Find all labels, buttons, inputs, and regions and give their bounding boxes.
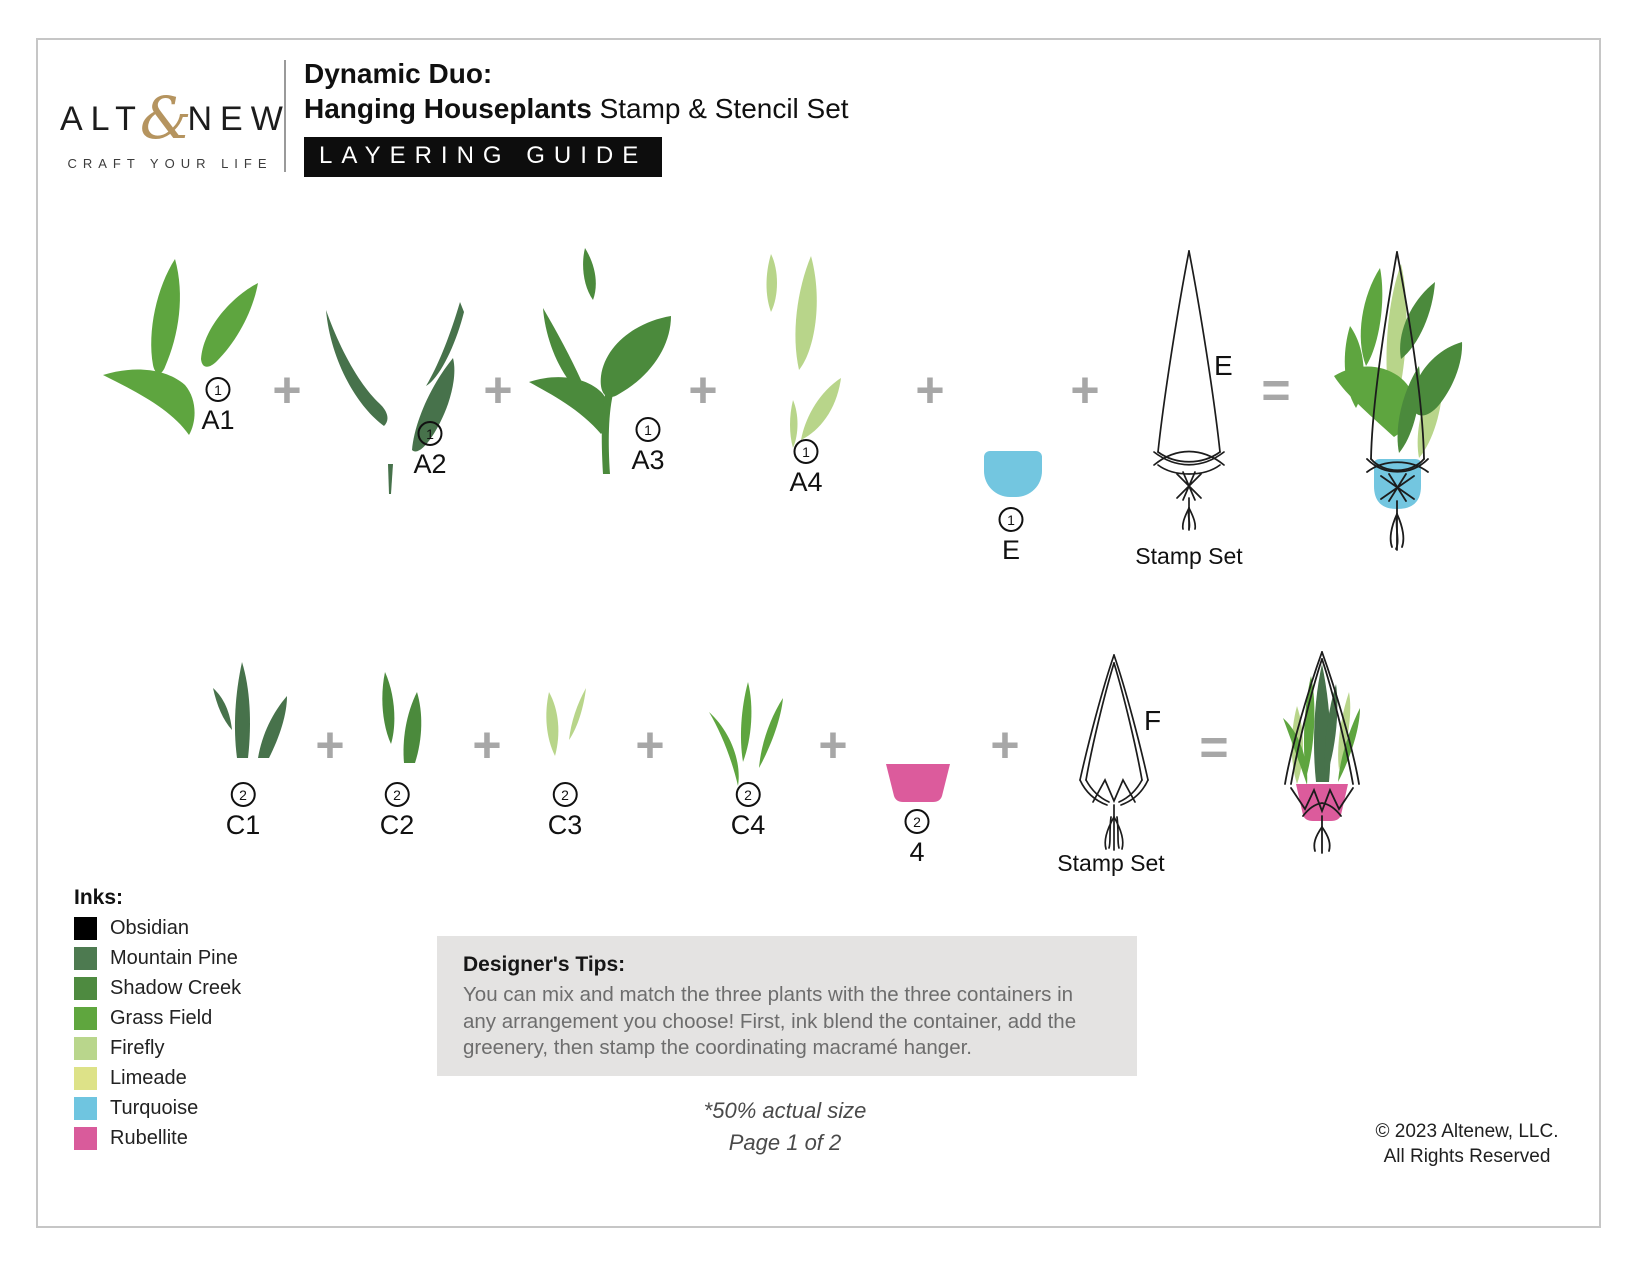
- ink-item-turquoise: Turquoise: [74, 1097, 241, 1120]
- ink-swatch-rubellite: [74, 1127, 97, 1150]
- copyright: © 2023 Altenew, LLC. All Rights Reserved: [1352, 1120, 1582, 1169]
- plus-operator: +: [472, 717, 502, 773]
- step-number-badge: 1: [635, 417, 661, 442]
- plus-operator: +: [315, 717, 345, 773]
- inks-legend: Inks: Obsidian Mountain Pine Shadow Cree…: [74, 886, 241, 1157]
- step-number-badge: 2: [904, 809, 930, 834]
- title-block: Dynamic Duo: Hanging Houseplants Stamp &…: [304, 56, 849, 177]
- copyright-line1: © 2023 Altenew, LLC.: [1375, 1121, 1559, 1142]
- tips-body: You can mix and match the three plants w…: [463, 983, 1077, 1060]
- hanger-letter-e: E: [1214, 350, 1233, 381]
- step-label-a1: 1 A1: [201, 377, 235, 436]
- step-number-badge: 1: [793, 439, 819, 464]
- a4-leaves-art: [766, 254, 841, 448]
- a2-leaves-art: [326, 302, 464, 494]
- ink-swatch-mountain-pine: [74, 947, 97, 970]
- ink-item-firefly: Firefly: [74, 1037, 241, 1060]
- designers-tips-box: Designer's Tips: You can mix and match t…: [437, 936, 1137, 1076]
- a3-leaves-art: [529, 248, 671, 474]
- step-label-c2: 2 C2: [380, 782, 414, 841]
- step-number-badge: 2: [384, 782, 410, 807]
- inks-legend-title: Inks:: [74, 886, 124, 909]
- page-number: Page 1 of 2: [728, 1130, 842, 1155]
- ink-swatch-firefly: [74, 1037, 97, 1060]
- macrame-hanger-f-art: [1079, 654, 1149, 851]
- step-label-4: 2 4: [904, 809, 930, 868]
- plus-operator: +: [483, 362, 513, 418]
- step-number-badge: 2: [735, 782, 761, 807]
- ink-swatch-limeade: [74, 1067, 97, 1090]
- c3-blades-art: [546, 688, 586, 756]
- plus-operator: +: [915, 362, 945, 418]
- tips-title: Designer's Tips:: [463, 953, 626, 976]
- layering-guide-badge: LAYERING GUIDE: [304, 137, 663, 177]
- logo-text-right: NEW: [187, 100, 291, 138]
- title-set-name: Hanging Houseplants: [304, 93, 592, 124]
- ink-item-limeade: Limeade: [74, 1067, 241, 1090]
- c1-blades-art: [213, 662, 287, 758]
- pot-e-art: [984, 451, 1042, 497]
- plus-operator: +: [818, 717, 848, 773]
- ink-swatch-shadow-creek: [74, 977, 97, 1000]
- step-label-c3: 2 C3: [548, 782, 582, 841]
- hanger-letter-f: F: [1144, 705, 1162, 736]
- logo-text-left: ALT: [60, 100, 144, 138]
- ink-item-shadow-creek: Shadow Creek: [74, 977, 241, 1000]
- stamp-set-label: Stamp Set: [1135, 543, 1243, 569]
- ink-swatch-obsidian: [74, 917, 97, 940]
- title-set-type: Stamp & Stencil Set: [591, 93, 849, 124]
- pot-f-art: [886, 764, 950, 802]
- step-label-a3: 1 A3: [631, 417, 665, 476]
- plus-operator: +: [990, 717, 1020, 773]
- step-label-c1: 2 C1: [226, 782, 260, 841]
- altenew-logo: ALT&NEW CRAFT YOUR LIFE: [60, 76, 283, 171]
- scale-note: *50% actual size: [703, 1098, 867, 1123]
- title-line2: Hanging Houseplants Stamp & Stencil Set: [304, 91, 849, 126]
- logo-tagline: CRAFT YOUR LIFE: [67, 156, 273, 171]
- ink-item-mountain-pine: Mountain Pine: [74, 947, 241, 970]
- header-divider: [284, 60, 286, 172]
- c2-blades-art: [382, 672, 422, 763]
- step-label-a2: 1 A2: [413, 421, 447, 480]
- plus-operator: +: [1070, 362, 1100, 418]
- step-label-c4: 2 C4: [731, 782, 765, 841]
- result-plant-1-art: [1334, 251, 1463, 551]
- stamp-set-label: Stamp Set: [1057, 850, 1165, 876]
- step-number-badge: 1: [205, 377, 231, 402]
- step-label-a4: 1 A4: [789, 439, 823, 498]
- a1-leaves-art: [103, 259, 258, 435]
- equals-operator: =: [1199, 719, 1229, 775]
- macrame-hanger-e-art: [1153, 250, 1225, 531]
- page-border: [36, 38, 1601, 1228]
- plus-operator: +: [635, 717, 665, 773]
- ink-item-obsidian: Obsidian: [74, 917, 241, 940]
- ink-swatch-grass-field: [74, 1007, 97, 1030]
- copyright-line2: All Rights Reserved: [1383, 1145, 1551, 1167]
- equals-operator: =: [1261, 362, 1291, 418]
- step-number-badge: 1: [417, 421, 443, 446]
- step-number-badge: 1: [998, 507, 1024, 532]
- ampersand-icon: &: [139, 84, 192, 152]
- step-number-badge: 2: [230, 782, 256, 807]
- ink-item-grass-field: Grass Field: [74, 1007, 241, 1030]
- step-label-e: 1 E: [998, 507, 1024, 566]
- plus-operator: +: [688, 362, 718, 418]
- title-line1: Dynamic Duo:: [304, 58, 493, 89]
- plus-operator: +: [272, 362, 302, 418]
- c4-blades-art: [709, 682, 783, 786]
- ink-item-rubellite: Rubellite: [74, 1127, 241, 1150]
- result-plant-2-art: [1283, 651, 1360, 854]
- step-number-badge: 2: [552, 782, 578, 807]
- altenew-wordmark: ALT&NEW: [60, 76, 283, 152]
- ink-swatch-turquoise: [74, 1097, 97, 1120]
